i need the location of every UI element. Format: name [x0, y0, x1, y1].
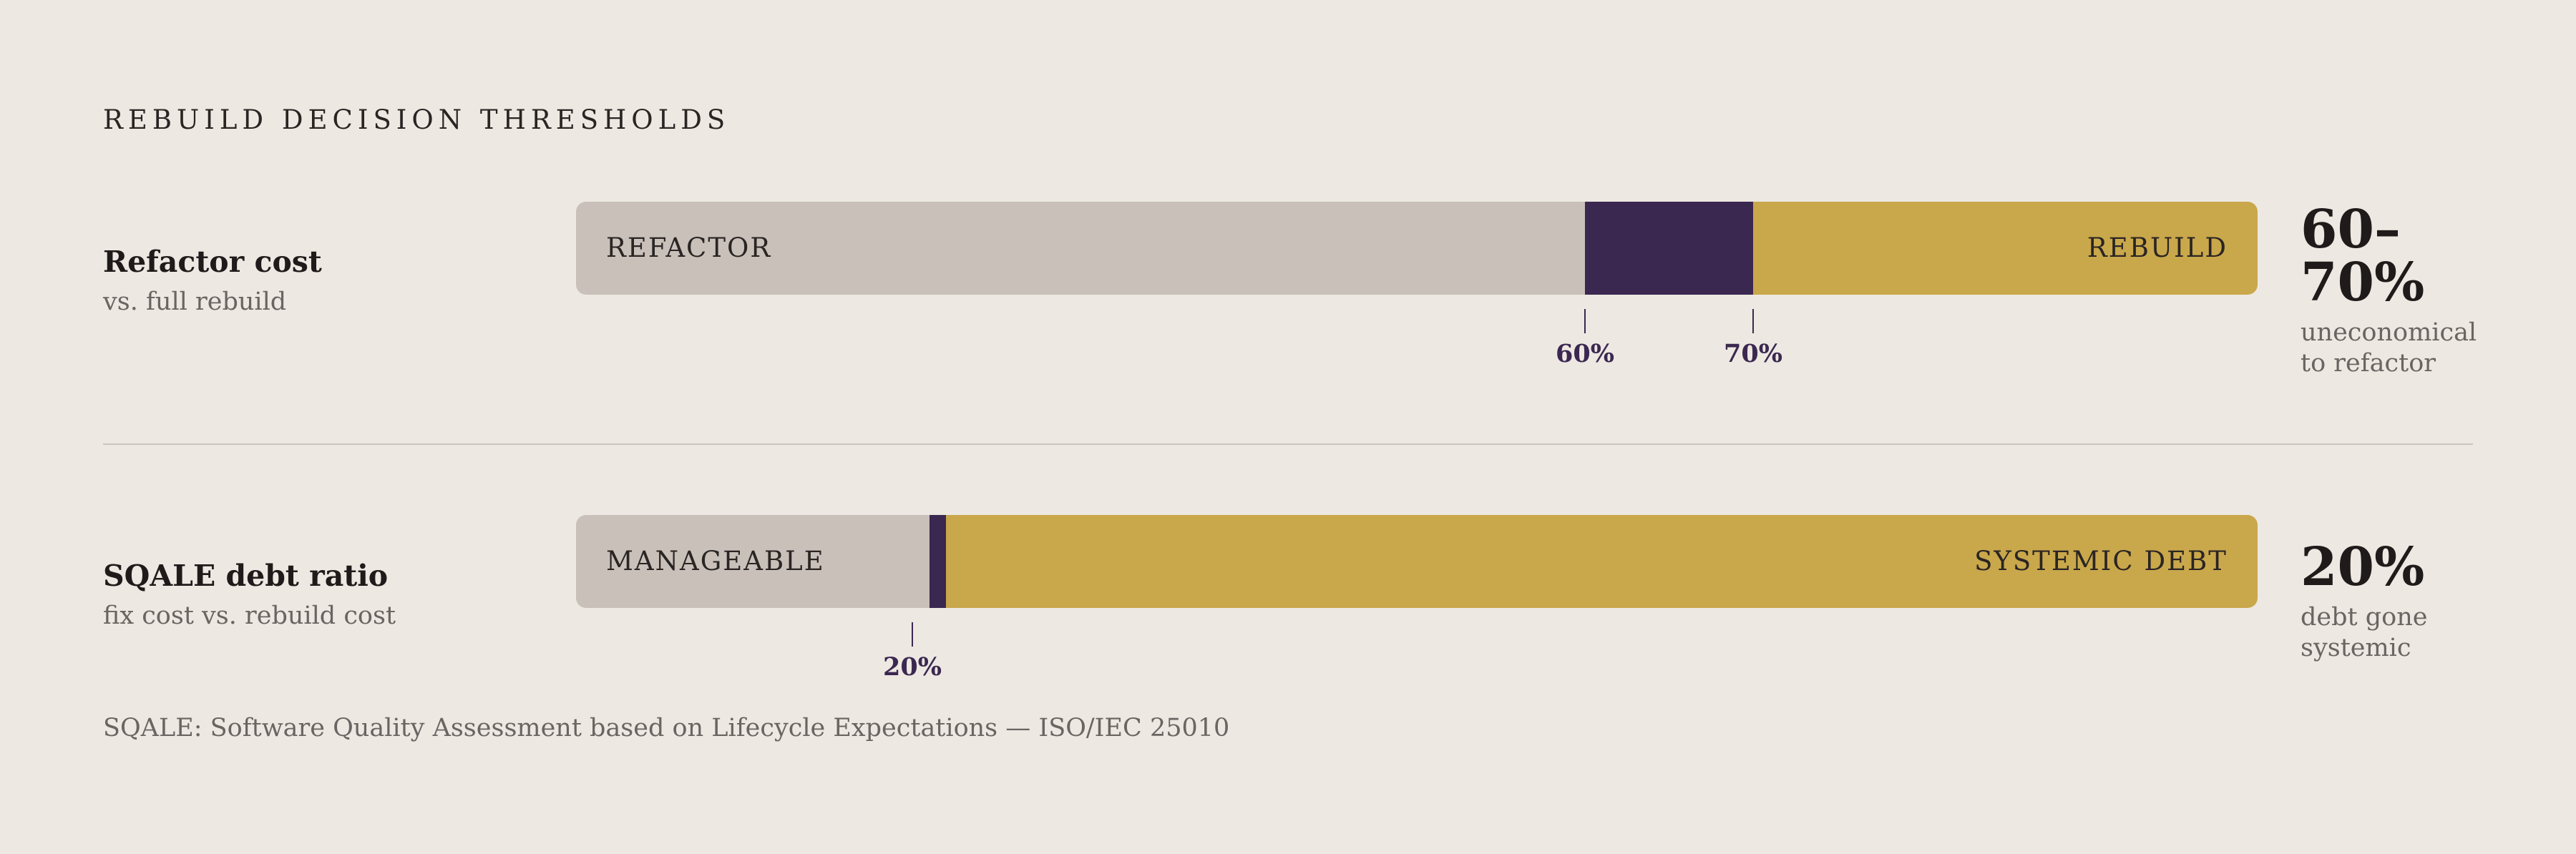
row-subtitle: vs. full rebuild: [103, 288, 287, 316]
threshold-bar-refactor-cost: REFACTOR REBUILD: [576, 202, 2258, 295]
safe-segment: [576, 515, 930, 608]
row-divider: [103, 443, 2473, 445]
segment-label-refactor: REFACTOR: [606, 232, 772, 263]
segment-label-systemic-debt: SYSTEMIC DEBT: [1974, 546, 2228, 576]
footnote: SQALE: Software Quality Assessment based…: [103, 714, 1230, 742]
threshold-segment: [929, 515, 946, 608]
segment-label-rebuild: REBUILD: [2087, 232, 2228, 263]
marker-label-70: 70%: [1724, 339, 1782, 368]
callout-description: uneconomical to refactor: [2301, 318, 2477, 378]
danger-segment: [1753, 202, 2258, 295]
marker-tick-20: [912, 622, 913, 647]
safe-segment: [576, 202, 1585, 295]
row-name: Refactor cost: [103, 245, 322, 279]
marker-tick-70: [1752, 309, 1754, 333]
threshold-bar-sqale-debt-ratio: MANAGEABLE SYSTEMIC DEBT: [576, 515, 2258, 608]
row-subtitle: fix cost vs. rebuild cost: [103, 602, 396, 630]
row-label-sqale-debt-ratio: SQALE debt ratio fix cost vs. rebuild co…: [103, 559, 561, 630]
callout-value: 20%: [2301, 536, 2425, 598]
row-label-refactor-cost: Refactor cost vs. full rebuild: [103, 245, 561, 316]
callout-description: debt gone systemic: [2301, 603, 2428, 662]
callout-sqale-debt-ratio: 20% debt gone systemic: [2301, 541, 2479, 664]
callout-value: 60–70%: [2301, 199, 2425, 313]
threshold-segment: [1585, 202, 1753, 295]
marker-tick-60: [1584, 309, 1586, 333]
marker-label-60: 60%: [1556, 339, 1614, 368]
danger-segment: [946, 515, 2258, 608]
row-name: SQALE debt ratio: [103, 559, 389, 593]
page-title: REBUILD DECISION THRESHOLDS: [103, 104, 731, 135]
segment-label-manageable: MANAGEABLE: [606, 546, 825, 576]
marker-label-20: 20%: [883, 652, 942, 682]
callout-refactor-cost: 60–70% uneconomical to refactor: [2301, 203, 2479, 379]
